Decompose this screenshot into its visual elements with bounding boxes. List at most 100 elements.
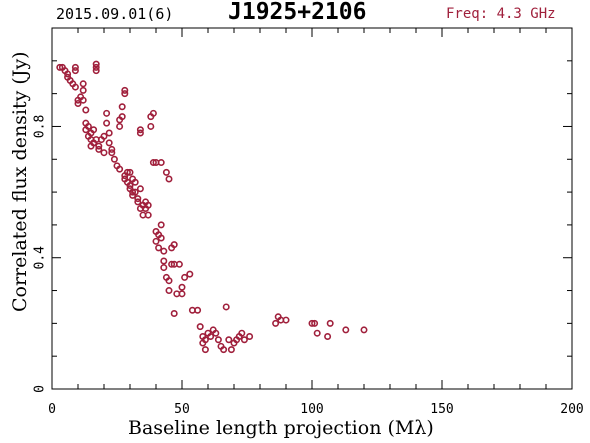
- data-point: [64, 70, 72, 78]
- y-tick-label: 0.8: [33, 115, 48, 138]
- data-point: [82, 106, 90, 114]
- data-point: [118, 113, 126, 121]
- y-tick-label: 0: [33, 385, 48, 393]
- data-point: [118, 103, 126, 111]
- data-point: [136, 129, 144, 137]
- data-point: [220, 346, 228, 354]
- data-point: [225, 336, 233, 344]
- data-point: [313, 329, 321, 337]
- data-point: [181, 273, 189, 281]
- data-point: [212, 329, 220, 337]
- observation-date: 2015.09.01(6): [56, 5, 174, 23]
- plot-frame: [51, 27, 573, 390]
- data-point: [165, 175, 173, 183]
- data-point: [360, 326, 368, 334]
- data-point: [282, 316, 290, 324]
- data-point: [100, 132, 108, 140]
- data-point: [79, 86, 87, 94]
- data-point: [103, 119, 111, 127]
- data-point: [311, 319, 319, 327]
- data-point: [342, 326, 350, 334]
- data-point: [238, 329, 246, 337]
- data-point: [79, 80, 87, 88]
- x-axis-label: Baseline length projection (Mλ): [128, 417, 434, 439]
- data-point: [168, 260, 176, 268]
- data-point: [71, 63, 79, 71]
- data-point: [108, 145, 116, 153]
- x-tick-label: 100: [300, 402, 323, 417]
- data-point: [131, 188, 139, 196]
- data-point: [222, 303, 230, 311]
- x-tick-labels: 0 50 100 150 200: [48, 402, 584, 417]
- data-point: [160, 264, 168, 272]
- data-point: [144, 211, 152, 219]
- data-point: [149, 159, 157, 167]
- data-point: [157, 221, 165, 229]
- data-point: [157, 234, 165, 242]
- data-point: [100, 149, 108, 157]
- data-point: [79, 96, 87, 104]
- data-point: [149, 109, 157, 117]
- data-point: [155, 244, 163, 252]
- data-point: [121, 86, 129, 94]
- data-point: [214, 336, 222, 344]
- data-point: [162, 168, 170, 176]
- data-point: [175, 260, 183, 268]
- data-point: [147, 122, 155, 130]
- data-point: [126, 168, 134, 176]
- data-point: [123, 168, 131, 176]
- x-tick-label: 150: [430, 402, 453, 417]
- data-point: [196, 323, 204, 331]
- data-point: [121, 90, 129, 98]
- data-point: [92, 63, 100, 71]
- data-point: [144, 201, 152, 209]
- data-point: [170, 241, 178, 249]
- data-point: [90, 126, 98, 134]
- data-point: [103, 109, 111, 117]
- data-point: [326, 319, 334, 327]
- data-point: [92, 60, 100, 68]
- data-point: [136, 126, 144, 134]
- data-point: [92, 67, 100, 75]
- x-tick-label: 50: [174, 402, 190, 417]
- frequency-label: Freq: 4.3 GHz: [446, 6, 556, 22]
- data-point: [308, 319, 316, 327]
- data-point: [116, 122, 124, 130]
- data-point: [178, 290, 186, 298]
- data-point: [201, 336, 209, 344]
- data-point: [165, 277, 173, 285]
- data-point: [186, 270, 194, 278]
- axis-ticks: [51, 27, 573, 390]
- data-point: [110, 155, 118, 163]
- data-point: [201, 346, 209, 354]
- data-point: [170, 310, 178, 318]
- data-point: [227, 346, 235, 354]
- data-point: [160, 257, 168, 265]
- chart-title: J1925+2106: [228, 0, 367, 25]
- data-point: [126, 182, 134, 190]
- data-point: [136, 185, 144, 193]
- data-point: [129, 188, 137, 196]
- data-point: [71, 67, 79, 75]
- data-point: [108, 149, 116, 157]
- data-point: [131, 178, 139, 186]
- data-point: [272, 319, 280, 327]
- data-points: [56, 60, 368, 354]
- data-point: [160, 247, 168, 255]
- data-point: [178, 283, 186, 291]
- y-tick-labels: 0 0.4 0.8: [33, 115, 48, 393]
- x-tick-label: 200: [560, 402, 583, 417]
- data-point: [240, 336, 248, 344]
- data-point: [134, 198, 142, 206]
- data-point: [116, 165, 124, 173]
- data-point: [84, 122, 92, 130]
- data-point: [95, 142, 103, 150]
- data-point: [95, 145, 103, 153]
- data-point: [105, 139, 113, 147]
- y-axis-label: Correlated flux density (Jy): [9, 51, 31, 312]
- data-point: [152, 237, 160, 245]
- data-point: [246, 332, 254, 340]
- data-point: [207, 332, 215, 340]
- data-point: [105, 129, 113, 137]
